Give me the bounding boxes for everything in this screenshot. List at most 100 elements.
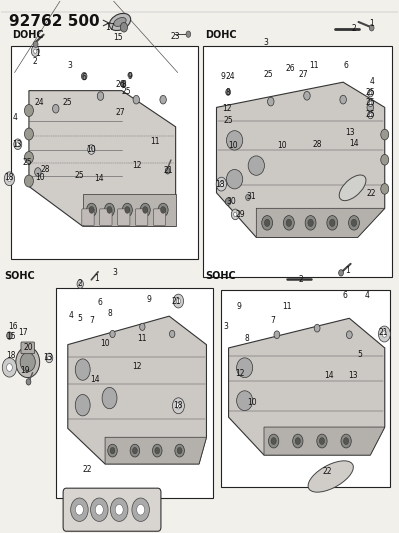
Text: 92762 500: 92762 500	[9, 14, 99, 29]
Circle shape	[369, 114, 371, 117]
Circle shape	[246, 194, 251, 200]
Text: 4: 4	[12, 113, 17, 122]
Text: 18: 18	[173, 401, 182, 410]
Text: 11: 11	[150, 136, 159, 146]
Text: 25: 25	[263, 70, 273, 78]
Circle shape	[175, 444, 184, 457]
Circle shape	[226, 89, 231, 95]
Text: 8: 8	[226, 87, 231, 96]
Text: 28: 28	[312, 140, 322, 149]
Circle shape	[95, 504, 103, 515]
Circle shape	[34, 49, 37, 53]
Circle shape	[170, 330, 175, 337]
Circle shape	[88, 145, 95, 155]
Text: 8: 8	[122, 79, 126, 88]
Text: 6: 6	[82, 73, 87, 82]
Text: SOHC: SOHC	[4, 271, 35, 281]
Circle shape	[274, 331, 280, 338]
Ellipse shape	[237, 391, 253, 410]
Circle shape	[33, 41, 38, 47]
Circle shape	[161, 207, 166, 213]
Circle shape	[349, 215, 359, 230]
Text: 12: 12	[235, 369, 245, 378]
Circle shape	[71, 498, 88, 521]
Text: 21: 21	[172, 296, 181, 305]
Circle shape	[173, 294, 184, 308]
Text: 1: 1	[369, 19, 373, 28]
Text: 13: 13	[13, 140, 22, 149]
Polygon shape	[83, 193, 176, 226]
Circle shape	[4, 172, 15, 185]
Text: 28: 28	[40, 165, 50, 174]
Circle shape	[90, 148, 93, 151]
Text: 25: 25	[23, 158, 33, 167]
Circle shape	[132, 498, 149, 521]
Text: 13: 13	[43, 353, 53, 362]
FancyBboxPatch shape	[21, 342, 34, 354]
FancyBboxPatch shape	[153, 209, 166, 225]
Circle shape	[186, 31, 191, 37]
Text: 13: 13	[345, 128, 355, 137]
Circle shape	[121, 81, 126, 87]
Text: 5: 5	[78, 314, 83, 323]
Circle shape	[75, 504, 83, 515]
Circle shape	[269, 434, 279, 448]
Text: 27: 27	[299, 70, 308, 78]
Circle shape	[369, 101, 371, 104]
Circle shape	[140, 203, 150, 216]
Ellipse shape	[227, 131, 243, 150]
Text: 9: 9	[128, 71, 132, 80]
Text: 6: 6	[344, 61, 348, 70]
Circle shape	[292, 434, 303, 448]
Text: 29: 29	[235, 210, 245, 219]
Text: 25: 25	[223, 116, 233, 125]
Circle shape	[7, 332, 12, 340]
Circle shape	[225, 198, 231, 205]
Text: 10: 10	[229, 141, 238, 150]
Text: 9: 9	[221, 71, 226, 80]
Text: 17: 17	[18, 328, 28, 337]
Text: 22: 22	[83, 465, 92, 474]
Circle shape	[341, 434, 351, 448]
Text: 4: 4	[365, 291, 370, 300]
FancyBboxPatch shape	[100, 209, 112, 225]
Text: 18: 18	[215, 180, 225, 189]
Circle shape	[308, 219, 313, 227]
Circle shape	[6, 364, 12, 372]
Circle shape	[132, 447, 137, 454]
Text: 9: 9	[146, 295, 151, 304]
Circle shape	[295, 438, 300, 445]
Circle shape	[231, 209, 239, 220]
Text: DOHC: DOHC	[13, 29, 44, 39]
Circle shape	[340, 95, 346, 104]
Circle shape	[381, 129, 389, 140]
Circle shape	[89, 207, 94, 213]
Circle shape	[91, 498, 108, 521]
Circle shape	[105, 203, 115, 216]
Circle shape	[314, 324, 320, 332]
Text: 11: 11	[309, 61, 319, 70]
Circle shape	[45, 353, 53, 363]
Text: 14: 14	[91, 375, 100, 384]
Circle shape	[319, 438, 324, 445]
Ellipse shape	[102, 387, 117, 409]
Circle shape	[381, 183, 389, 194]
Circle shape	[24, 128, 34, 140]
Circle shape	[304, 91, 310, 100]
Text: 3: 3	[264, 38, 269, 47]
Text: 25: 25	[365, 110, 375, 119]
Circle shape	[330, 219, 335, 227]
Polygon shape	[105, 437, 206, 464]
Circle shape	[24, 151, 34, 164]
Ellipse shape	[339, 175, 366, 200]
Circle shape	[14, 139, 22, 150]
Circle shape	[172, 398, 184, 414]
Circle shape	[108, 444, 117, 457]
Text: 25: 25	[75, 171, 84, 180]
Circle shape	[339, 270, 344, 276]
Text: 30: 30	[227, 197, 236, 206]
Text: 14: 14	[95, 174, 104, 183]
Text: 12: 12	[222, 103, 231, 112]
Circle shape	[115, 504, 123, 515]
Text: 2: 2	[298, 275, 303, 284]
